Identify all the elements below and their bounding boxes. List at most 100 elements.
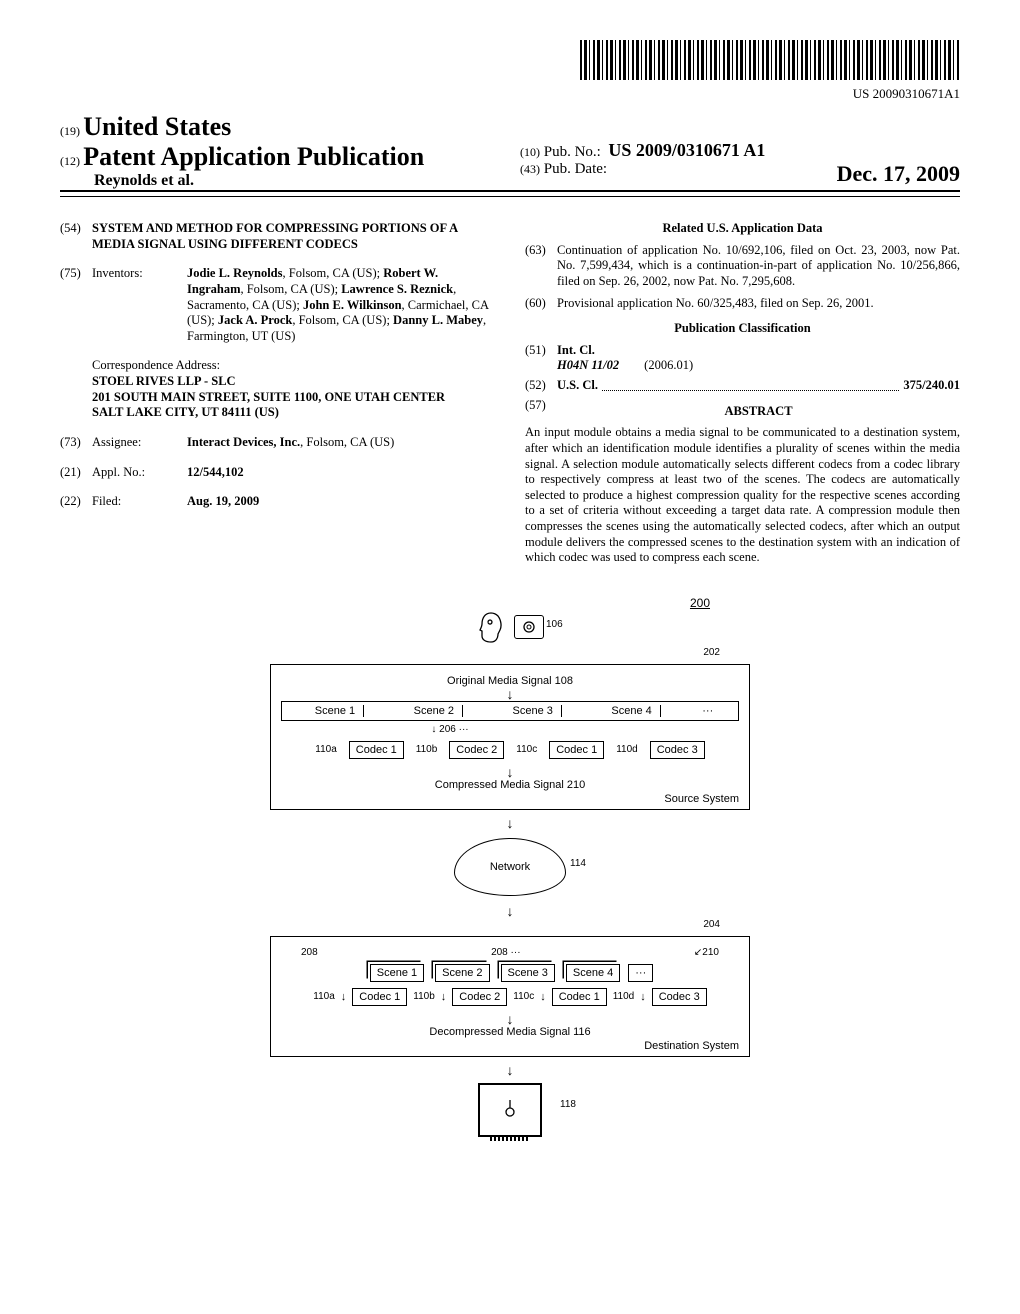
left-column: (54) SYSTEM AND METHOD FOR COMPRESSING P… — [60, 221, 495, 566]
ref-106: 106 — [546, 619, 563, 630]
codec-row-top: 110a Codec 1 110b Codec 2 110c Codec 1 110d… — [281, 741, 739, 759]
arrow-icon — [270, 816, 750, 830]
country: United States — [83, 112, 231, 141]
appl-no-label: Appl. No.: — [92, 465, 187, 481]
assignee: Interact Devices, Inc., Folsom, CA (US) — [187, 435, 495, 451]
num-10: (10) — [520, 145, 540, 159]
ref-118: 118 — [560, 1099, 576, 1110]
scenes-row-top: Scene 1 Scene 2 Scene 3 Scene 4 ··· — [281, 701, 739, 721]
ellipsis: ··· — [702, 705, 713, 717]
scene-box: Scene 2 — [435, 964, 489, 982]
codec-row-bottom: 110a↓Codec 1 110b↓Codec 2 110c↓Codec 1 1… — [281, 988, 739, 1006]
codec-box: Codec 1 — [549, 741, 604, 759]
num-57: (57) — [525, 398, 557, 426]
scenes-row-bottom: Scene 1 Scene 2 Scene 3 Scene 4 ··· — [281, 964, 739, 982]
arrow-icon — [281, 765, 739, 779]
ref-110a: 110a — [315, 744, 337, 755]
right-column: Related U.S. Application Data (63) Conti… — [525, 221, 960, 566]
person-head-icon — [476, 610, 506, 644]
destination-system-label: Destination System — [281, 1040, 739, 1052]
ref-206: ↓ 206 ··· — [431, 724, 468, 735]
scene-box: Scene 3 — [501, 964, 555, 982]
scene-cell: Scene 1 — [307, 705, 364, 717]
publication-type: Patent Application Publication — [83, 142, 424, 171]
intcl-code: H04N 11/02 — [557, 358, 619, 372]
num-52: (52) — [525, 378, 557, 394]
header-block: (19) United States (12) Patent Applicati… — [60, 112, 960, 192]
invention-title: SYSTEM AND METHOD FOR COMPRESSING PORTIO… — [92, 221, 495, 252]
bibliographic-columns: (54) SYSTEM AND METHOD FOR COMPRESSING P… — [60, 207, 960, 566]
arrow-icon — [270, 1063, 750, 1077]
abstract-text: An input module obtains a media signal t… — [525, 425, 960, 566]
correspondence-address: Correspondence Address: STOEL RIVES LLP … — [92, 358, 495, 421]
corr-label: Correspondence Address: — [92, 358, 495, 374]
tv-icon — [478, 1083, 542, 1137]
num-73: (73) — [60, 435, 92, 451]
scene-box: Scene 4 — [566, 964, 620, 982]
header-authors: Reynolds et al. — [60, 172, 500, 190]
decompressed-signal-label: Decompressed Media Signal 116 — [281, 1026, 739, 1038]
barcode-number: US 20090310671A1 — [60, 86, 960, 102]
ref-208: 208 — [301, 947, 318, 958]
ref-110b: 110b — [416, 744, 438, 755]
num-43: (43) — [520, 162, 540, 176]
codec-box: Codec 1 — [352, 988, 407, 1006]
ref-110c: 110c — [516, 744, 537, 755]
network-label: Network — [490, 861, 530, 873]
codec-box: Codec 1 — [552, 988, 607, 1006]
num-21: (21) — [60, 465, 92, 481]
codec-box: Codec 2 — [452, 988, 507, 1006]
codec-box: Codec 3 — [650, 741, 705, 759]
num-60: (60) — [525, 296, 557, 312]
ellipsis-box: ··· — [628, 964, 653, 982]
source-system-frame: Original Media Signal 108 Scene 1 Scene … — [270, 664, 750, 810]
intcl-label: Int. Cl. — [557, 343, 960, 359]
ref-202: 202 — [703, 647, 720, 658]
pub-no-label: Pub. No.: — [544, 144, 601, 160]
codec-box: Codec 2 — [449, 741, 504, 759]
ref-200: 200 — [690, 596, 710, 610]
corr-line2: 201 SOUTH MAIN STREET, SUITE 1100, ONE U… — [92, 390, 495, 406]
ref-110d: 110d — [613, 991, 635, 1002]
num-12: (12) — [60, 154, 80, 168]
corr-line3: SALT LAKE CITY, UT 84111 (US) — [92, 405, 495, 421]
classification-head: Publication Classification — [525, 321, 960, 337]
scene-cell: Scene 2 — [406, 705, 463, 717]
scene-box: Scene 1 — [370, 964, 424, 982]
related-data-head: Related U.S. Application Data — [525, 221, 960, 237]
scene-cell: Scene 3 — [505, 705, 562, 717]
barcode-region — [60, 40, 960, 84]
uscl-label: U.S. Cl. — [557, 378, 598, 394]
num-19: (19) — [60, 124, 80, 138]
abstract-head: ABSTRACT — [557, 404, 960, 420]
network-cloud: Network — [454, 838, 566, 896]
arrow-icon — [281, 1012, 739, 1026]
uscl-value: 375/240.01 — [903, 378, 960, 394]
corr-line1: STOEL RIVES LLP - SLC — [92, 374, 495, 390]
pub-date: Dec. 17, 2009 — [837, 161, 960, 187]
destination-system-frame: 208 208 ··· ↙210 Scene 1 Scene 2 Scene 3… — [270, 936, 750, 1057]
ref-110c: 110c — [513, 991, 534, 1002]
inventors-list: Jodie L. Reynolds, Folsom, CA (US); Robe… — [187, 266, 495, 344]
filed-label: Filed: — [92, 494, 187, 510]
leader-dots — [602, 390, 899, 391]
ref-204: 204 — [703, 919, 720, 930]
camera-icon — [514, 615, 544, 639]
num-63: (63) — [525, 243, 557, 290]
num-51: (51) — [525, 343, 557, 374]
appl-no: 12/544,102 — [187, 465, 495, 481]
ref-110d: 110d — [616, 744, 638, 755]
num-75: (75) — [60, 266, 92, 344]
arrow-icon — [281, 687, 739, 701]
ref-208-dots: 208 ··· — [491, 947, 520, 958]
ref-210: ↙210 — [694, 947, 719, 958]
arrow-icon — [270, 904, 750, 918]
scene-cell: Scene 4 — [603, 705, 660, 717]
inventors-label: Inventors: — [92, 266, 187, 344]
num-22: (22) — [60, 494, 92, 510]
compressed-signal-label: Compressed Media Signal 210 — [281, 779, 739, 791]
codec-box: Codec 1 — [349, 741, 404, 759]
barcode-graphic — [580, 40, 960, 80]
ref-110b: 110b — [413, 991, 435, 1002]
source-system-label: Source System — [281, 793, 739, 805]
